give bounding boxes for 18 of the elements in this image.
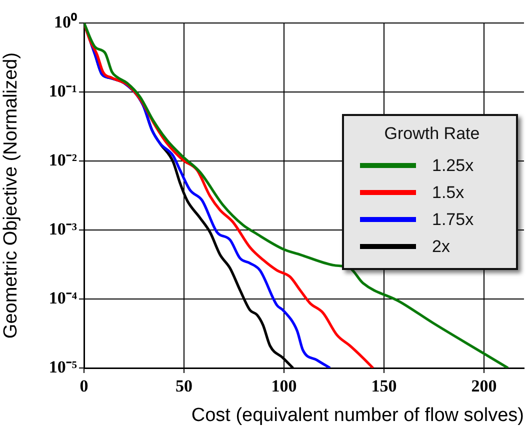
x-tick-label: 150	[371, 376, 397, 396]
y-tick-label: 10⁻²	[48, 150, 77, 170]
x-tick-label: 100	[271, 376, 297, 396]
legend-label: 1.25x	[432, 156, 474, 176]
x-tick-label: 0	[80, 376, 88, 396]
y-tick-label: 10⁻⁵	[48, 357, 77, 376]
legend-label: 2x	[432, 236, 450, 256]
legend-label: 1.5x	[432, 182, 464, 202]
legend-title: Growth Rate	[383, 124, 481, 144]
x-tick-label: 50	[176, 376, 192, 396]
x-tick-label: 200	[471, 376, 497, 396]
legend-label: 1.75x	[432, 210, 474, 230]
y-tick-label: 10⁰	[54, 12, 77, 32]
y-tick-label: 10⁻³	[48, 219, 77, 238]
y-tick-label: 10⁻⁴	[48, 288, 77, 308]
y-axis-title: Geometric Objective (Normalized)	[0, 52, 22, 339]
y-tick-label: 10⁻¹	[48, 81, 77, 100]
x-axis-title: Cost (equivalent number of flow solves)	[191, 404, 524, 426]
